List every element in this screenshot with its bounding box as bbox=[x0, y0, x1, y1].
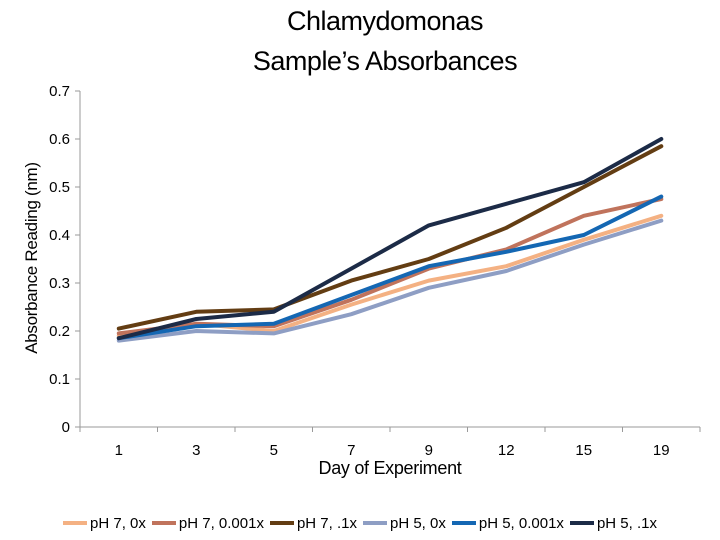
y-tick-label: 0.5 bbox=[49, 179, 70, 196]
legend-label: pH 5, 0x bbox=[390, 514, 446, 532]
series-line-6 bbox=[116, 137, 664, 341]
legend-item: pH 5, 0x bbox=[363, 515, 446, 532]
legend-label: pH 5, 0.001x bbox=[478, 514, 564, 532]
y-tick-label: 0.7 bbox=[49, 83, 70, 100]
y-tick-label: 0.1 bbox=[49, 371, 70, 388]
x-tick-label: 1 bbox=[115, 442, 123, 459]
y-tick-label: 0.4 bbox=[49, 227, 70, 244]
x-tick-label: 15 bbox=[575, 442, 592, 459]
x-axis-label: Day of Experiment bbox=[318, 458, 462, 478]
legend-label: pH 5, .1x bbox=[596, 514, 657, 532]
x-tick-label: 7 bbox=[347, 442, 355, 459]
chart-title-line-2: Sample’s Absorbances bbox=[252, 46, 518, 76]
y-tick-label: 0.2 bbox=[49, 323, 70, 340]
y-tick-label: 0.6 bbox=[49, 131, 70, 148]
legend-item: pH 5, 0.001x bbox=[451, 514, 564, 532]
series-line-3 bbox=[116, 144, 664, 331]
x-tick-label: 12 bbox=[498, 442, 515, 459]
y-tick-label: 0 bbox=[62, 419, 70, 436]
y-tick-label: 0.3 bbox=[49, 275, 70, 292]
chart-title-line-1: Chlamydomonas bbox=[286, 6, 484, 36]
x-tick-label: 9 bbox=[425, 442, 433, 459]
legend-label: pH 7, .1x bbox=[296, 514, 357, 532]
x-tick-label: 3 bbox=[192, 442, 200, 459]
legend-item: pH 7, 0x bbox=[63, 515, 146, 532]
legend-label: pH 7, 0x bbox=[90, 514, 146, 532]
legend: pH 7, 0x pH 7, 0.001x pH 7, .1x pH 5, 0x pH … bbox=[0, 511, 720, 535]
legend-label: pH 7, 0.001x bbox=[178, 514, 264, 532]
series-line-4 bbox=[116, 218, 664, 343]
x-tick-label: 19 bbox=[653, 442, 670, 459]
legend-item: pH 7, 0.001x bbox=[151, 514, 264, 532]
legend-swatch bbox=[569, 521, 594, 525]
series-line-5 bbox=[116, 194, 664, 341]
legend-item: pH 5, .1x bbox=[569, 514, 657, 532]
legend-item: pH 7, .1x bbox=[269, 514, 357, 532]
legend-swatch bbox=[363, 521, 387, 525]
legend-swatch bbox=[451, 521, 476, 525]
x-tick-label: 5 bbox=[270, 442, 278, 459]
legend-swatch bbox=[63, 521, 88, 525]
legend-swatch bbox=[269, 521, 294, 525]
legend-swatch bbox=[151, 521, 176, 525]
